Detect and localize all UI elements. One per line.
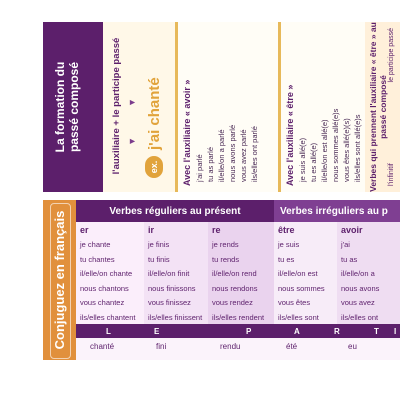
- conjugation-cell: j'ai: [341, 240, 350, 249]
- conjugation-cell: ils/elles finissent: [148, 312, 203, 322]
- column-etre: être je suis tu es il/elle/on est nous s…: [274, 222, 337, 324]
- etre-verbs-subheader: l'infinitif le participe passé: [388, 22, 395, 192]
- past-participle: eu: [348, 342, 357, 351]
- conjugation-cell: vous avez: [341, 298, 375, 307]
- etre-line: je suis allé(e): [298, 137, 307, 182]
- column-re: re je rends tu rends il/elle/on rend nou…: [208, 222, 274, 324]
- past-participle: été: [286, 342, 298, 351]
- formation-title-line-2: passé composé: [67, 61, 81, 153]
- etre-verbs-title: Verbes qui prennent l'auxiliaire « être …: [368, 22, 388, 192]
- conjugation-cell: tu finis: [148, 254, 170, 264]
- conjugation-cell: nous chantons: [80, 283, 129, 293]
- column-avoir: avoir j'ai tu as il/elle/on a nous avons…: [337, 222, 400, 324]
- column-head: avoir: [341, 225, 363, 235]
- conjugation-cell: il/elle/on chante: [80, 269, 133, 278]
- conjugation-cell: nous finissons: [148, 283, 196, 293]
- participle-letter: A: [294, 326, 300, 336]
- conjugation-cell: ils/elles chantent: [80, 312, 136, 322]
- passe-compose-card-content: La formation du passé composé l'auxiliai…: [43, 22, 400, 192]
- past-participle: fini: [156, 342, 167, 351]
- conjugation-cell: je suis: [278, 240, 300, 249]
- conjugation-cell: nous avons: [341, 283, 380, 293]
- example-text: j'ai chanté: [145, 77, 163, 150]
- participle-bar: L E P A R T I: [76, 324, 400, 338]
- conjugation-cell: je finis: [148, 240, 170, 249]
- irregular-verbs-header: Verbes irréguliers au p: [274, 200, 400, 222]
- conjugation-cell: tu as: [341, 254, 358, 264]
- conjugation-cell: nous rendons: [212, 283, 258, 293]
- example-badge: ex.: [145, 156, 163, 178]
- avoir-section: Avec l'auxiliaire « avoir » j'ai parlé t…: [178, 22, 278, 192]
- example-row: ex. j'ai chanté: [143, 77, 165, 178]
- conjugation-cell: tu chantes: [80, 254, 115, 264]
- etre-line: ils/elles sont allé(e)s: [353, 114, 362, 182]
- down-arrows-icon: ▼▼: [127, 68, 137, 146]
- avoir-line: ils/elles ont parlé: [250, 126, 259, 182]
- participle-letter: R: [334, 326, 340, 336]
- formation-title-line-1: La formation du: [53, 61, 67, 153]
- etre-line: nous sommes allé(e)s: [331, 108, 340, 182]
- conjugation-cell: ils/elles sont: [278, 312, 319, 322]
- avoir-line: nous avons parlé: [228, 124, 237, 182]
- conjugation-cell: vous rendez: [212, 298, 253, 307]
- formation-banner: La formation du passé composé: [43, 22, 103, 192]
- column-er: er je chante tu chantes il/elle/on chant…: [76, 222, 144, 324]
- etre-line: il/elle/on est allé(e): [320, 119, 329, 182]
- column-head: être: [278, 225, 295, 235]
- column-head: re: [212, 225, 221, 235]
- etre-section: Avec l'auxiliaire « être » je suis allé(…: [281, 22, 365, 192]
- etre-line: tu es allé(e): [309, 142, 318, 182]
- formation-formula: l'auxiliaire + le participe passé: [111, 37, 122, 175]
- conjugation-cell: ils/elles rendent: [212, 312, 265, 322]
- avoir-line: il/elle/on a parlé: [217, 129, 226, 182]
- etre-verbs-section: Verbes qui prennent l'auxiliaire « être …: [365, 22, 400, 192]
- conjugation-cell: vous êtes: [278, 298, 311, 307]
- past-participle: rendu: [220, 342, 241, 351]
- conjugation-cell: vous finissez: [148, 298, 191, 307]
- avoir-line: vous avez parlé: [239, 129, 248, 182]
- infinitive-label: l'infinitif: [388, 163, 395, 186]
- conjugation-cell: tu rends: [212, 254, 240, 264]
- conjugation-table: Verbes réguliers au présent Verbes irrég…: [76, 200, 400, 360]
- participle-letter: I: [394, 326, 397, 336]
- participle-letter: E: [154, 326, 160, 336]
- conjugation-cell: ils/elles ont: [341, 312, 379, 322]
- conjugation-cell: je chante: [80, 240, 111, 249]
- participle-label: le participe passé: [388, 28, 395, 83]
- avoir-line: j'ai parlé: [195, 154, 204, 182]
- conjugation-cell: il/elle/on a: [341, 269, 375, 278]
- regular-verbs-header: Verbes réguliers au présent: [76, 200, 274, 222]
- column-head: ir: [148, 225, 155, 235]
- side-strip-frame: [50, 203, 71, 359]
- conjugation-cell: nous sommes: [278, 283, 325, 293]
- conjugation-cell: vous chantez: [80, 298, 125, 307]
- participle-letter: L: [106, 326, 111, 336]
- column-ir: ir je finis tu finis il/elle/on finit no…: [144, 222, 208, 324]
- participle-letter: T: [374, 326, 379, 336]
- conjugation-cell: il/elle/on finit: [148, 269, 190, 278]
- conjugation-cell: il/elle/on rend: [212, 269, 257, 278]
- conjugation-cell: tu es: [278, 254, 295, 264]
- participle-letter: P: [246, 326, 252, 336]
- conjugation-cell: je rends: [212, 240, 239, 249]
- conjuguez-title: Conjuguez en français: [52, 210, 67, 350]
- column-head: er: [80, 225, 89, 235]
- etre-header: Avec l'auxiliaire « être »: [285, 84, 295, 186]
- passe-compose-card: La formation du passé composé l'auxiliai…: [43, 22, 400, 192]
- avoir-header: Avec l'auxiliaire « avoir »: [182, 79, 192, 186]
- etre-line: vous êtes allé(e)(s): [342, 118, 351, 182]
- past-participle: chanté: [90, 342, 115, 351]
- conjugation-cell: il/elle/on est: [278, 269, 318, 278]
- avoir-line: tu as parlé: [206, 146, 215, 182]
- conjuguez-side-strip: Conjuguez en français: [43, 200, 76, 360]
